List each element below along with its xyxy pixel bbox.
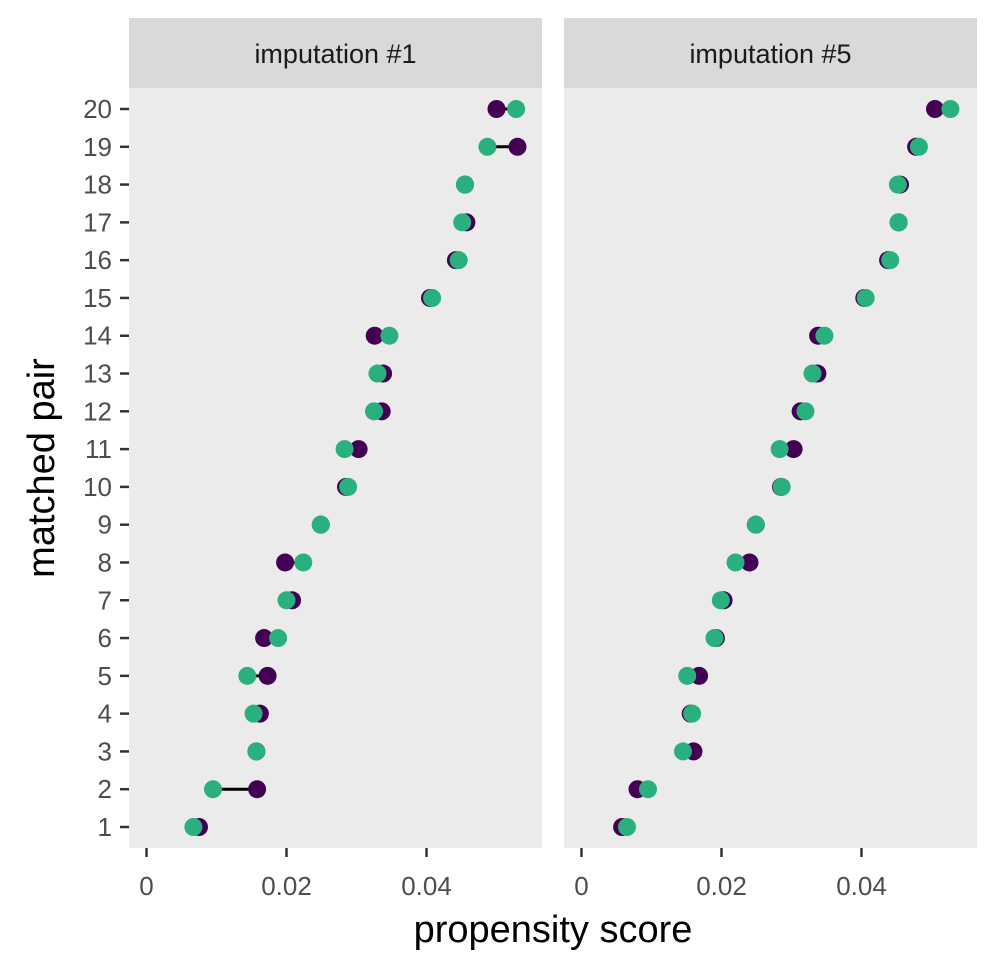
y-tick-label: 15 bbox=[83, 283, 112, 313]
point-series-b bbox=[639, 780, 657, 799]
point-series-b bbox=[796, 402, 815, 421]
point-series-b bbox=[269, 629, 288, 648]
y-tick-label: 8 bbox=[98, 547, 112, 577]
point-series-b bbox=[683, 704, 702, 723]
x-tick-label: 0.02 bbox=[696, 871, 747, 901]
point-series-b bbox=[711, 591, 730, 610]
point-series-b bbox=[881, 251, 900, 270]
point-series-a bbox=[487, 100, 506, 118]
point-series-b bbox=[941, 100, 960, 118]
point-series-b bbox=[507, 100, 526, 118]
y-tick-label: 16 bbox=[83, 245, 112, 275]
y-tick-label: 12 bbox=[83, 396, 112, 426]
point-series-b bbox=[478, 137, 497, 156]
point-series-b bbox=[889, 213, 908, 232]
point-series-b bbox=[772, 477, 791, 496]
point-series-b bbox=[238, 666, 257, 685]
y-tick-label: 18 bbox=[83, 170, 112, 200]
point-series-b bbox=[453, 213, 472, 232]
x-axis-title: propensity score bbox=[414, 909, 693, 951]
x-tick-label: 0.02 bbox=[261, 871, 312, 901]
point-series-a bbox=[508, 137, 527, 156]
point-series-b bbox=[365, 402, 383, 421]
point-series-a bbox=[349, 440, 368, 459]
point-series-b bbox=[803, 364, 822, 383]
point-series-a bbox=[784, 440, 803, 459]
point-series-b bbox=[815, 326, 834, 345]
point-series-b bbox=[247, 742, 266, 761]
x-tick-label: 0 bbox=[574, 871, 588, 901]
point-series-b bbox=[456, 175, 474, 194]
point-series-b bbox=[618, 818, 636, 836]
point-series-b bbox=[184, 818, 203, 836]
facet-strip bbox=[129, 18, 542, 88]
point-series-b bbox=[705, 629, 724, 648]
point-series-a bbox=[248, 780, 267, 799]
facet-strip-label: imputation #1 bbox=[254, 39, 416, 69]
y-tick-label: 13 bbox=[83, 359, 112, 389]
y-tick-label: 9 bbox=[98, 510, 112, 540]
y-tick-label: 4 bbox=[98, 699, 112, 729]
x-tick-label: 0.04 bbox=[836, 871, 887, 901]
point-series-b bbox=[277, 591, 296, 610]
point-series-b bbox=[294, 553, 313, 572]
point-series-a bbox=[258, 666, 277, 685]
facet-imputation-5: imputation #5 0 0.02 0.04 bbox=[564, 18, 977, 901]
y-tick-label: 20 bbox=[83, 94, 112, 124]
point-series-b bbox=[204, 780, 222, 799]
point-series-b bbox=[746, 515, 765, 534]
point-series-b bbox=[380, 326, 399, 345]
panel-background bbox=[129, 88, 542, 848]
y-tick-label: 5 bbox=[98, 661, 112, 691]
y-tick-label: 10 bbox=[83, 472, 112, 502]
point-series-b bbox=[335, 440, 354, 459]
y-tick-label: 3 bbox=[98, 736, 112, 766]
y-tick-label: 19 bbox=[83, 132, 112, 162]
point-series-b bbox=[674, 742, 692, 761]
y-axis-title: matched pair bbox=[21, 358, 63, 578]
point-series-b bbox=[888, 175, 907, 194]
point-series-b bbox=[678, 666, 697, 685]
x-tick-label: 0.04 bbox=[401, 871, 452, 901]
point-series-b bbox=[311, 515, 330, 534]
point-series-b bbox=[770, 440, 789, 459]
y-tick-label: 1 bbox=[98, 812, 112, 842]
point-series-b bbox=[339, 477, 358, 496]
y-tick-label: 17 bbox=[83, 207, 112, 237]
point-series-a bbox=[926, 100, 944, 118]
point-series-b bbox=[423, 288, 442, 307]
point-series-b bbox=[856, 288, 875, 307]
point-series-a bbox=[276, 553, 295, 572]
facet-imputation-1: imputation #1 0 0.02 0.04 bbox=[129, 18, 542, 901]
facet-strip bbox=[564, 18, 977, 88]
point-series-a bbox=[255, 629, 274, 648]
y-tick-label: 6 bbox=[98, 623, 112, 653]
point-series-b bbox=[244, 704, 263, 723]
y-tick-label: 7 bbox=[98, 585, 112, 615]
panel-background bbox=[564, 88, 977, 848]
facet-strip-label: imputation #5 bbox=[689, 39, 851, 69]
y-tick-label: 11 bbox=[85, 434, 112, 464]
point-series-a bbox=[365, 326, 384, 345]
point-series-b bbox=[726, 553, 745, 572]
point-series-a bbox=[740, 553, 759, 572]
point-series-b bbox=[368, 364, 387, 383]
y-tick-label: 14 bbox=[83, 321, 112, 351]
y-tick-label: 2 bbox=[98, 774, 112, 804]
point-series-b bbox=[449, 251, 468, 270]
x-tick-label: 0 bbox=[139, 871, 153, 901]
point-series-b bbox=[909, 137, 928, 156]
